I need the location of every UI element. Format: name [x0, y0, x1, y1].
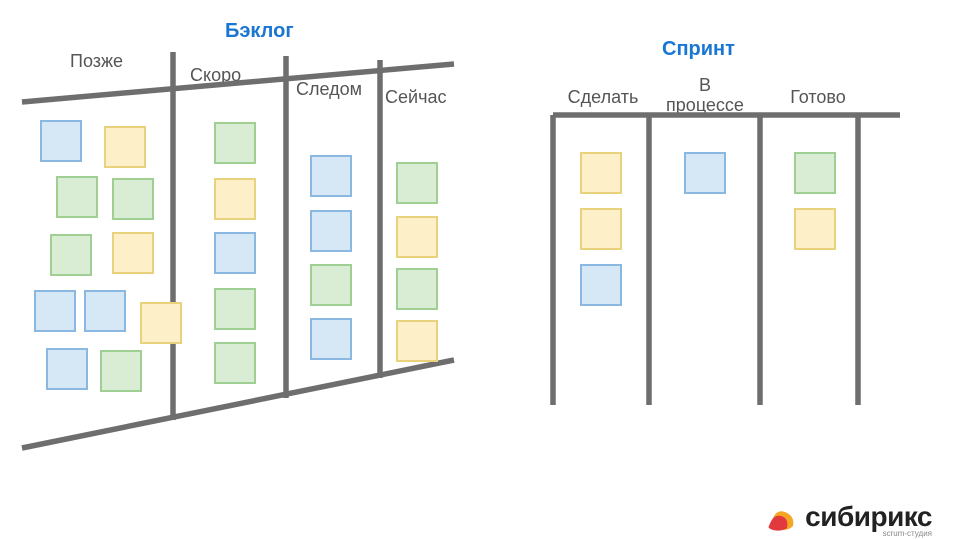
logo-text: сибирикс — [805, 503, 932, 531]
kanban-card — [580, 208, 622, 250]
kanban-card — [396, 162, 438, 204]
kanban-card — [684, 152, 726, 194]
diagram-stage: Бэклог Спринт Позже Скоро Следом Сейчас … — [0, 0, 960, 540]
kanban-card — [794, 208, 836, 250]
kanban-card — [214, 342, 256, 384]
kanban-card — [50, 234, 92, 276]
kanban-card — [310, 210, 352, 252]
kanban-card — [396, 216, 438, 258]
logo-icon — [765, 502, 799, 532]
kanban-card — [214, 122, 256, 164]
kanban-card — [56, 176, 98, 218]
kanban-card — [580, 264, 622, 306]
kanban-card — [310, 155, 352, 197]
kanban-card — [104, 126, 146, 168]
kanban-card — [396, 268, 438, 310]
kanban-card — [214, 232, 256, 274]
kanban-card — [112, 178, 154, 220]
kanban-card — [310, 264, 352, 306]
kanban-card — [34, 290, 76, 332]
divider-line — [22, 64, 454, 102]
kanban-card — [140, 302, 182, 344]
logo-subtitle: scrum-студия — [883, 529, 932, 538]
kanban-card — [84, 290, 126, 332]
kanban-card — [40, 120, 82, 162]
kanban-card — [396, 320, 438, 362]
kanban-card — [214, 178, 256, 220]
logo: сибирикс — [765, 502, 932, 532]
kanban-card — [794, 152, 836, 194]
kanban-card — [100, 350, 142, 392]
kanban-card — [112, 232, 154, 274]
kanban-card — [580, 152, 622, 194]
kanban-card — [214, 288, 256, 330]
kanban-card — [46, 348, 88, 390]
kanban-card — [310, 318, 352, 360]
